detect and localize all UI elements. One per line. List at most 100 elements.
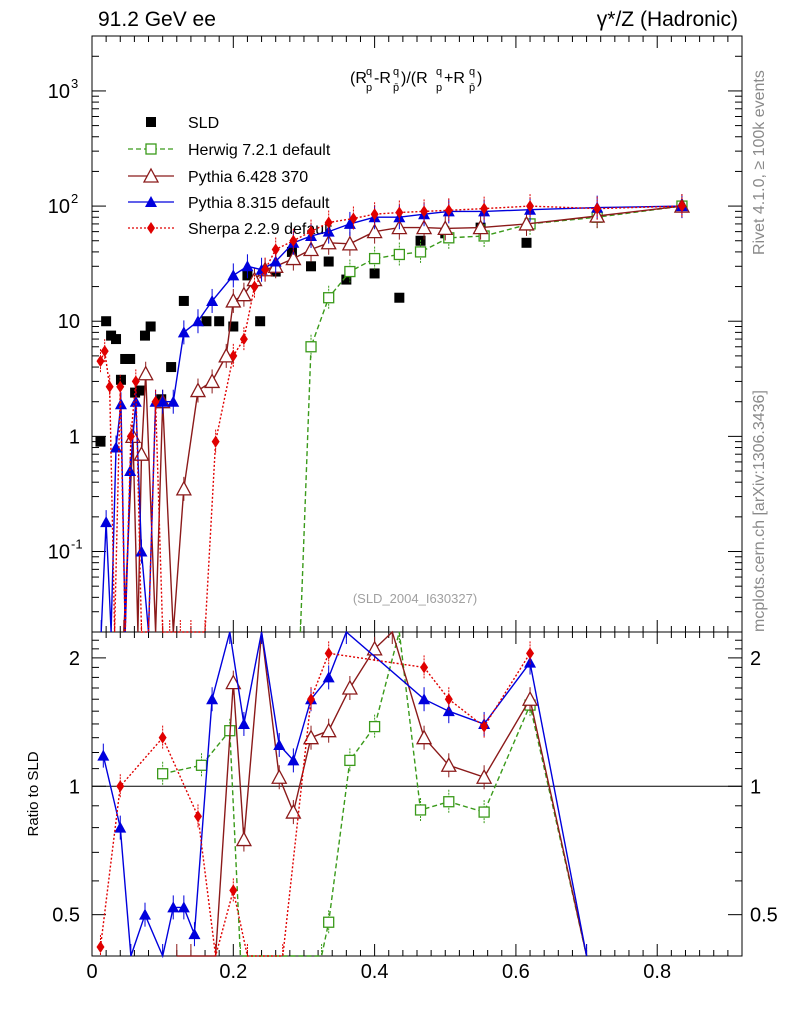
data-point: [480, 720, 489, 733]
series-herwig-ratio: [157, 631, 588, 957]
data-point: [188, 928, 201, 940]
data-point: [157, 768, 169, 780]
data-point: [526, 647, 535, 660]
data-point: [593, 202, 602, 215]
header-right-label: γ*/Z (Hadronic): [597, 8, 738, 31]
data-point: [228, 321, 239, 332]
data-point: [126, 430, 135, 443]
data-point: [261, 263, 270, 276]
data-point: [201, 316, 212, 327]
data-point: [167, 901, 180, 913]
data-point: [110, 441, 123, 453]
data-point: [415, 729, 433, 745]
y-tick-label-base: 10: [48, 542, 70, 564]
legend-entry-pythia6: Pythia 6.428 370: [128, 167, 308, 186]
data-point: [369, 268, 380, 279]
data-point: [131, 375, 140, 388]
data-point: [344, 265, 356, 278]
series-line-sherpa: [99, 205, 682, 633]
data-point: [100, 345, 109, 358]
data-point: [415, 219, 433, 235]
data-point: [394, 292, 405, 303]
data-point: [302, 241, 320, 257]
ratio-y-tick-label-right: 1: [750, 776, 761, 798]
data-point: [368, 252, 381, 265]
data-point: [414, 246, 427, 258]
legend-entry-sherpa: Sherpa 2.2.9 default: [128, 221, 333, 238]
data-point: [158, 731, 167, 744]
data-point: [191, 315, 204, 327]
data-point: [135, 545, 148, 557]
data-point: [116, 380, 125, 393]
data-point: [255, 316, 266, 327]
data-point: [285, 250, 302, 266]
x-tick-label: 0.4: [361, 961, 389, 983]
data-point: [229, 349, 238, 362]
data-point: [175, 480, 192, 496]
ratio-y-tick-label: 1: [69, 776, 80, 798]
data-point: [478, 806, 490, 818]
x-tick-label: 0.6: [502, 961, 530, 983]
analysis-watermark: (SLD_2004_I630327): [353, 591, 477, 606]
svg-text:p̄: p̄: [469, 82, 475, 94]
mcplots-url-label: mcplots.cern.ch [arXiv:1306.3436]: [751, 390, 768, 632]
data-point: [193, 810, 202, 823]
data-point: [97, 749, 110, 761]
legend-entry-sld: SLD: [146, 115, 219, 132]
plot-title: (R q p -R q p̄ )/(R q p +R q p̄ ): [350, 66, 482, 94]
x-tick-label: 0.8: [643, 961, 671, 983]
data-point: [177, 326, 190, 338]
data-point: [393, 248, 405, 261]
data-point: [166, 362, 177, 373]
data-point: [96, 940, 105, 953]
data-point: [366, 640, 383, 656]
data-point: [137, 365, 154, 381]
data-point: [114, 398, 127, 410]
ratio-y-tick-label: 2: [69, 648, 80, 670]
data-point: [343, 217, 356, 229]
y-tick-label: 10 -1: [48, 537, 83, 564]
data-point: [111, 334, 122, 345]
data-point: [271, 243, 280, 256]
data-point: [138, 908, 151, 920]
svg-text:(R: (R: [350, 70, 367, 87]
data-point: [178, 295, 189, 306]
series-pythia8-ratio: [97, 630, 588, 959]
y-tick-label-base: 10: [48, 196, 70, 218]
data-point: [324, 216, 333, 229]
svg-text:q: q: [436, 66, 442, 78]
data-point: [95, 436, 106, 447]
data-point: [480, 202, 489, 215]
data-point: [444, 204, 453, 217]
data-point: [322, 225, 335, 237]
svg-text:SLD: SLD: [188, 115, 219, 132]
svg-text:Pythia 6.428 370: Pythia 6.428 370: [188, 169, 308, 186]
svg-text:Pythia 8.315 default: Pythia 8.315 default: [188, 195, 330, 212]
series-herwig-top: [299, 194, 688, 633]
data-point: [444, 693, 453, 706]
data-point: [125, 353, 136, 364]
data-point: [370, 208, 379, 221]
y-tick-label: 10 2: [48, 191, 78, 218]
data-point: [96, 355, 105, 368]
y-tick-label-exp: -1: [71, 537, 83, 552]
ratio-y-tick-label-right: 2: [750, 648, 761, 670]
series-sherpa-ratio: [96, 641, 535, 957]
data-point: [521, 237, 532, 248]
data-point: [211, 435, 220, 448]
data-point: [302, 729, 320, 745]
data-point: [204, 373, 221, 389]
data-point: [526, 200, 535, 213]
data-point: [440, 756, 457, 772]
data-point: [368, 720, 381, 733]
data-point: [443, 796, 455, 808]
data-point: [349, 212, 358, 225]
data-point: [237, 717, 250, 729]
data-point: [420, 661, 429, 674]
svg-text:Herwig 7.2.1 default: Herwig 7.2.1 default: [188, 142, 331, 159]
data-point: [145, 321, 156, 332]
data-point: [285, 803, 302, 819]
data-point: [250, 280, 259, 293]
